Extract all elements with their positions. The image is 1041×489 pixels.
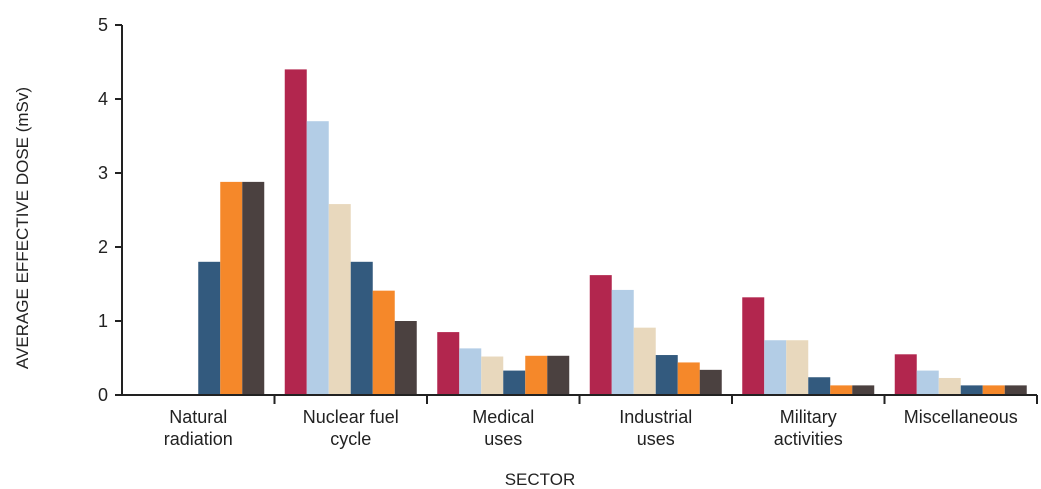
bar — [503, 370, 526, 395]
category-label-line: radiation — [164, 429, 233, 449]
y-tick-label: 5 — [98, 15, 108, 35]
bar — [198, 261, 221, 395]
bars-group — [198, 69, 1027, 396]
y-tick-label: 2 — [98, 237, 108, 257]
bar — [589, 275, 612, 395]
y-tick-label: 0 — [98, 385, 108, 405]
bar — [960, 385, 983, 395]
category-label-line: Natural — [169, 407, 227, 427]
bar — [459, 348, 482, 395]
category-label: Nuclear fuel cycle — [303, 407, 399, 449]
bar — [982, 385, 1005, 395]
bar — [394, 321, 417, 395]
x-ticks-group — [273, 395, 1038, 404]
bar — [677, 362, 700, 395]
bar — [284, 69, 307, 396]
y-tick-label: 4 — [98, 89, 108, 109]
category-label-line: Medical — [472, 407, 534, 427]
bar — [242, 181, 265, 395]
bar — [852, 385, 875, 395]
bar — [372, 290, 395, 395]
bar — [808, 377, 831, 395]
bar — [1004, 385, 1027, 395]
bar — [699, 369, 722, 395]
category-label-line: uses — [637, 429, 675, 449]
y-ticks-group: 0 1 2 3 4 5 — [98, 15, 122, 405]
bar — [633, 327, 656, 395]
y-tick-label: 3 — [98, 163, 108, 183]
category-label-line: cycle — [330, 429, 371, 449]
category-label-line: activities — [774, 429, 843, 449]
bar — [894, 354, 917, 395]
category-label-line: Industrial — [619, 407, 692, 427]
bar — [481, 356, 504, 395]
bar — [437, 332, 460, 395]
x-axis-title: SECTOR — [505, 470, 576, 489]
bar — [786, 340, 809, 395]
bar — [742, 297, 765, 395]
bar — [830, 385, 853, 395]
category-label-line: Miscellaneous — [904, 407, 1018, 427]
bar — [611, 289, 634, 395]
bar — [938, 377, 961, 395]
bar — [306, 121, 329, 395]
bar — [220, 181, 243, 395]
category-label: Miscellaneous — [904, 407, 1018, 427]
category-label: Industrial uses — [619, 407, 692, 449]
category-label-line: Military — [780, 407, 837, 427]
bar — [328, 204, 351, 395]
bar — [350, 261, 373, 395]
category-labels-group: Natural radiation Nuclear fuel cycle Medical… — [164, 407, 1018, 449]
y-axis-title: AVERAGE EFFECTIVE DOSE (mSv) — [13, 87, 32, 369]
y-tick-label: 1 — [98, 311, 108, 331]
bar — [764, 340, 787, 395]
bar — [547, 355, 570, 395]
category-label: Military activities — [774, 407, 843, 449]
category-label: Natural radiation — [164, 407, 233, 449]
bar — [916, 370, 939, 395]
bar — [525, 355, 548, 395]
category-label-line: Nuclear fuel — [303, 407, 399, 427]
bar — [655, 355, 678, 395]
category-label-line: uses — [484, 429, 522, 449]
category-label: Medical uses — [472, 407, 534, 449]
